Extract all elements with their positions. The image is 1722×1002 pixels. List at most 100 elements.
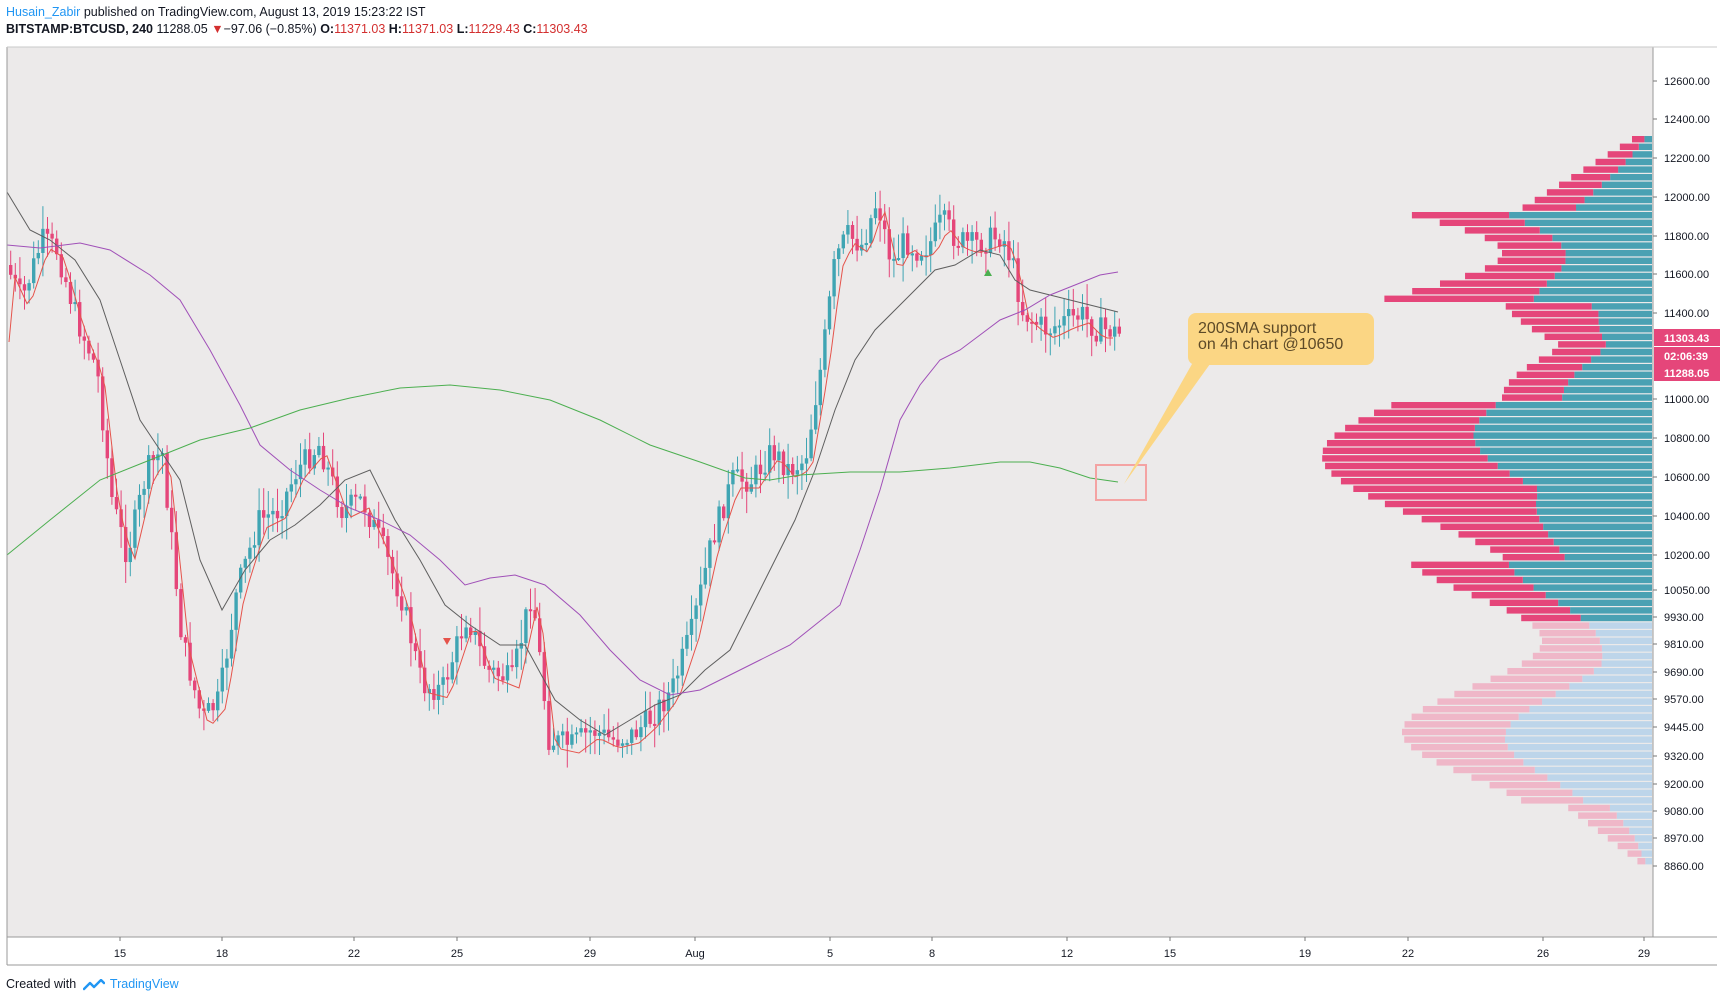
- vp-bar-down: [1412, 288, 1540, 295]
- candle-down: [101, 376, 105, 431]
- candle-up: [1039, 316, 1043, 325]
- close-value: 11303.43: [536, 22, 588, 36]
- vp-bar-up: [1609, 804, 1652, 812]
- y-tick-label: 9930.00: [1664, 612, 1704, 624]
- candle-down: [1090, 319, 1094, 336]
- candle-down: [887, 229, 891, 260]
- candle-down: [850, 224, 855, 239]
- candle-down: [174, 532, 178, 590]
- vp-bar-up: [1522, 478, 1652, 485]
- y-tick-label: 8860.00: [1664, 861, 1704, 873]
- tradingview-logo-icon: [82, 978, 105, 990]
- candle-down: [413, 643, 418, 652]
- candle-up: [837, 248, 841, 260]
- candle-up: [795, 470, 799, 475]
- candle-up: [303, 449, 307, 465]
- vp-bar-down: [1544, 333, 1603, 340]
- time-axis[interactable]: 15 18 22 25 29 Aug 5 8 12 15 19 22 26 29: [114, 937, 1650, 960]
- vp-bar-down: [1521, 797, 1584, 804]
- candle-up: [786, 464, 790, 476]
- low-key: L:: [456, 22, 469, 36]
- candle-down: [446, 677, 450, 680]
- candle-down: [202, 708, 206, 711]
- candle-up: [602, 729, 606, 733]
- candle-up: [699, 584, 703, 606]
- candle-down: [1044, 316, 1048, 335]
- vp-bar-down: [1559, 181, 1602, 188]
- candle-up: [404, 607, 408, 611]
- price-axis[interactable]: 12600.00 12400.00 12200.00 12000.00 11800.00…: [1653, 76, 1710, 873]
- candle-up: [961, 232, 965, 248]
- y-tick-label: 9570.00: [1664, 694, 1704, 706]
- candle-up: [818, 369, 822, 406]
- candle-down: [662, 699, 666, 712]
- vp-bar-down: [1607, 835, 1635, 842]
- y-tick-label: 11000.00: [1664, 394, 1709, 406]
- vp-bar-up: [1570, 607, 1652, 614]
- annotation-callout[interactable]: 200SMA support on 4h chart @10650: [1188, 313, 1374, 365]
- candle-down: [105, 430, 109, 459]
- candle-down: [262, 510, 266, 518]
- vp-bar-down: [1453, 766, 1535, 774]
- volume-profile: [1322, 136, 1652, 865]
- candle-down: [1025, 315, 1029, 322]
- candle-down: [22, 284, 27, 291]
- vp-bar-up: [1561, 242, 1652, 249]
- price-change: −97.06 (−0.85%): [223, 22, 317, 36]
- vp-bar-up: [1568, 379, 1652, 386]
- vp-bar-up: [1539, 516, 1652, 523]
- vp-bar-up: [1504, 736, 1652, 743]
- candle-up: [372, 519, 376, 528]
- y-tick-label: 12000.00: [1664, 192, 1710, 204]
- candle-down: [68, 282, 73, 304]
- candle-down: [188, 642, 192, 681]
- vp-bar-up: [1610, 174, 1652, 181]
- candle-down: [501, 676, 505, 681]
- y-tick-label: 11400.00: [1664, 308, 1709, 320]
- vp-bar-up: [1576, 204, 1652, 211]
- open-key: O:: [320, 22, 335, 36]
- y-tick-label: 9080.00: [1664, 806, 1704, 818]
- vp-bar-up: [1623, 820, 1652, 827]
- vp-bar-up: [1634, 835, 1652, 842]
- vp-bar-down: [1326, 440, 1476, 447]
- candle-up: [492, 667, 496, 670]
- vp-bar-up: [1475, 440, 1652, 447]
- sell-signal-marker: [443, 638, 451, 645]
- candle-down: [377, 519, 381, 528]
- vp-bar-up: [1569, 683, 1652, 690]
- vp-bar-up: [1600, 348, 1652, 356]
- candle-down: [611, 737, 615, 740]
- vp-bar-up: [1565, 250, 1652, 257]
- vp-bar-up: [1595, 630, 1652, 637]
- candle-down: [712, 540, 717, 543]
- candle-up: [896, 258, 901, 261]
- candle-up: [694, 605, 698, 619]
- vp-bar-down: [1578, 812, 1617, 819]
- candle-down: [722, 506, 726, 519]
- vp-bar-up: [1572, 789, 1652, 796]
- vp-bar-up: [1507, 744, 1652, 751]
- candle-up: [639, 727, 643, 738]
- vp-bar-down: [1421, 516, 1540, 523]
- candle-down: [965, 232, 970, 241]
- vp-bar-down: [1439, 219, 1525, 226]
- author-link[interactable]: Husain_Zabir: [6, 5, 81, 19]
- candle-down: [64, 277, 68, 283]
- vp-bar-down: [1607, 151, 1633, 158]
- candle-up: [519, 643, 523, 649]
- candle-up: [312, 455, 316, 469]
- y-tick-label: 10200.00: [1664, 550, 1710, 562]
- vp-bar-up: [1559, 546, 1652, 553]
- signal-markers: [443, 269, 992, 645]
- candle-up: [561, 731, 565, 736]
- price-badge-label: 11288.05: [1664, 368, 1709, 380]
- y-tick-label: 9445.00: [1664, 722, 1704, 734]
- vp-bar-down: [1345, 424, 1475, 432]
- tradingview-brand[interactable]: TradingView: [109, 977, 179, 991]
- candle-up: [832, 259, 836, 297]
- candle-down: [1016, 258, 1020, 302]
- vp-bar-up: [1625, 158, 1652, 166]
- vp-bar-up: [1536, 500, 1652, 508]
